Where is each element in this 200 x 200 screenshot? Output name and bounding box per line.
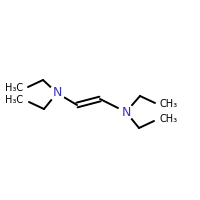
Circle shape [118,104,134,120]
Circle shape [49,85,65,101]
Text: N: N [121,106,131,118]
Text: H₃C: H₃C [5,83,23,93]
Text: N: N [52,86,62,99]
Text: CH₃: CH₃ [160,114,178,124]
Text: CH₃: CH₃ [160,99,178,109]
Text: H₃C: H₃C [5,95,23,105]
